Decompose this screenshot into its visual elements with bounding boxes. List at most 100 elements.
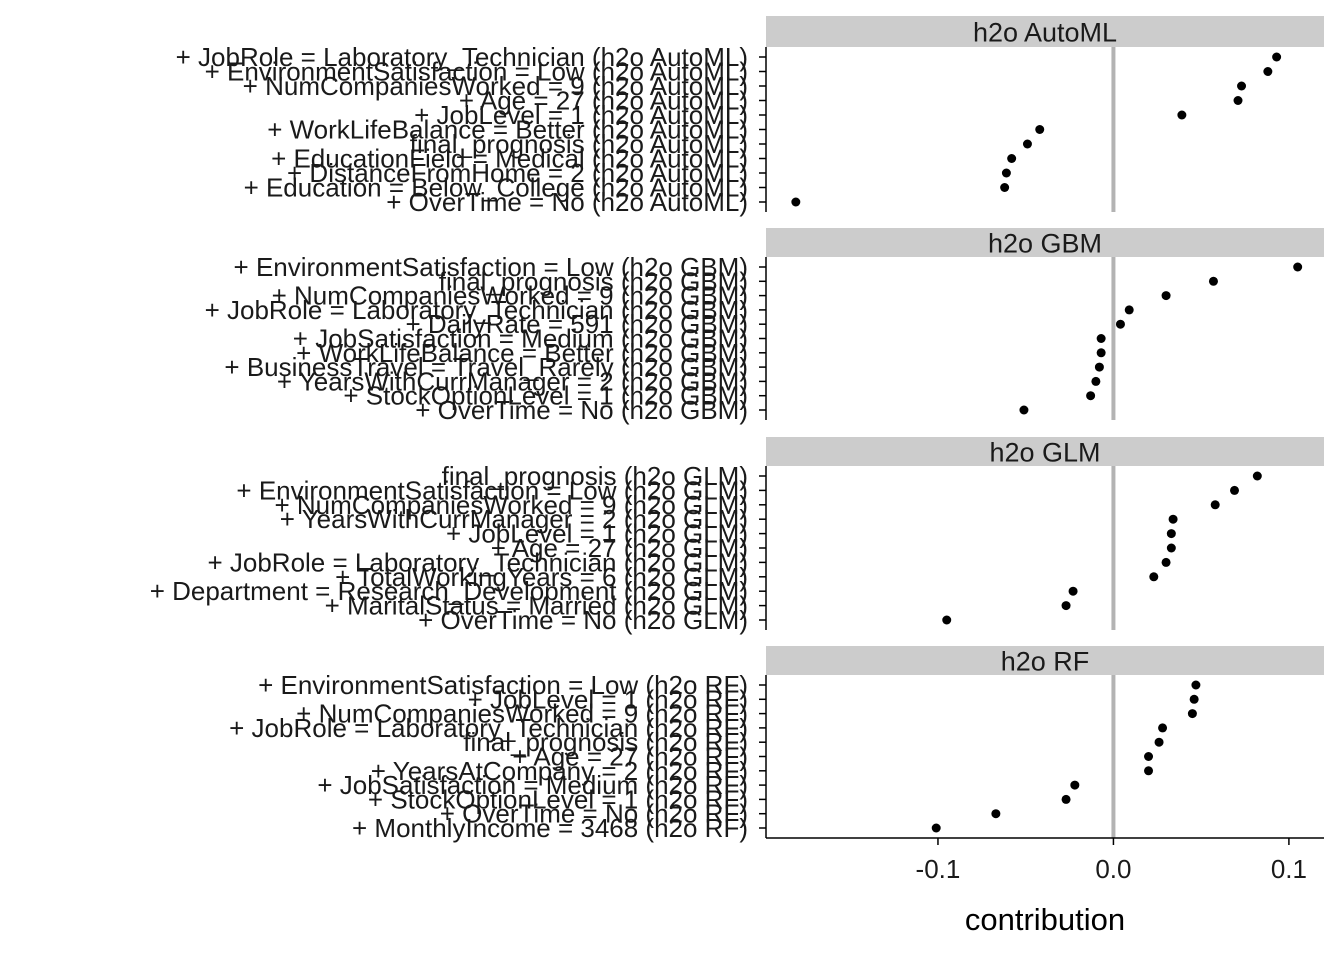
y-tick-label: + YearsWithCurrManager = 2 (h2o GBM)	[277, 366, 748, 396]
y-tick-label: final_prognosis (h2o AutoML)	[410, 129, 748, 159]
data-point	[1096, 348, 1106, 358]
data-point	[1272, 52, 1282, 62]
y-tick-label: + EnvironmentSatisfaction = Low (h2o GLM…	[236, 475, 748, 505]
y-tick-label: + DistanceFromHome = 2 (h2o AutoML)	[287, 158, 748, 188]
data-point	[1096, 334, 1106, 343]
data-point	[1168, 514, 1178, 524]
data-point	[791, 197, 801, 207]
panel-strip	[766, 228, 1324, 257]
data-point	[1068, 586, 1078, 596]
y-tick-label: + WorkLifeBalance = Better (h2o AutoML)	[267, 115, 748, 145]
y-tick-label: + OverTime = No (h2o RF)	[440, 799, 748, 829]
y-tick-label: + JobLevel = 1 (h2o RF)	[468, 684, 748, 714]
data-point	[1208, 276, 1218, 286]
panel-title: h2o GLM	[989, 438, 1100, 468]
y-tick-label: + JobLevel = 1 (h2o AutoML)	[414, 100, 748, 130]
y-tick-label: + EducationField = Medical (h2o AutoML)	[271, 144, 748, 174]
y-tick-label: + Department = Research_Development (h2o…	[150, 576, 748, 606]
y-tick-label: + Age = 27 (h2o GLM)	[491, 533, 748, 563]
data-point	[1230, 485, 1240, 495]
data-point	[942, 615, 952, 625]
data-point	[1191, 680, 1201, 690]
data-point	[1149, 572, 1159, 582]
y-tick-label: final_prognosis (h2o GBM)	[439, 266, 748, 296]
y-tick-label: final_prognosis (h2o RF)	[463, 727, 748, 757]
data-point	[1035, 125, 1045, 134]
y-tick-label: + JobSatisfaction = Medium (h2o RF)	[317, 770, 748, 800]
panel-strip	[766, 437, 1324, 466]
data-point	[1000, 183, 1010, 192]
y-tick-label: + DailyRate = 591 (h2o GBM)	[406, 309, 749, 339]
data-point	[1022, 139, 1032, 149]
y-tick-label: + NumCompaniesWorked = 9 (h2o GLM)	[275, 490, 749, 520]
data-point	[1061, 601, 1071, 611]
y-tick-label: + NumCompaniesWorked = 9 (h2o GBM)	[272, 281, 748, 311]
x-tick-label: 0.0	[1095, 854, 1131, 884]
data-point	[1001, 168, 1011, 178]
y-tick-label: + Age = 27 (h2o AutoML)	[459, 86, 748, 116]
data-point	[991, 809, 1001, 819]
data-point	[1144, 766, 1154, 776]
data-point	[1007, 154, 1017, 163]
y-tick-label: + JobRole = Laboratory_Technician (h2o A…	[176, 42, 748, 72]
data-point	[1124, 305, 1134, 315]
y-tick-label: + OverTime = No (h2o GBM)	[415, 395, 748, 425]
x-tick-label: 0.1	[1271, 854, 1307, 884]
y-tick-label: + JobRole = Laboratory_Technician (h2o G…	[205, 295, 748, 325]
y-tick-label: + JobRole = Laboratory_Technician (h2o G…	[207, 547, 748, 577]
data-point	[1161, 291, 1171, 301]
y-tick-label: + EnvironmentSatisfaction = Low (h2o Aut…	[205, 57, 748, 87]
data-point	[1154, 737, 1164, 747]
y-tick-label: + NumCompaniesWorked = 9 (h2o AutoML)	[243, 71, 748, 101]
y-tick-label: + StockOptionLevel = 1 (h2o GBM)	[343, 381, 748, 411]
y-tick-label: + JobRole = Laboratory_Technician (h2o R…	[229, 713, 748, 743]
data-point	[1019, 405, 1029, 415]
y-tick-label: + OverTime = No (h2o AutoML)	[386, 187, 748, 217]
y-tick-label: + WorkLifeBalance = Better (h2o GBM)	[296, 338, 748, 368]
data-point	[1210, 500, 1220, 510]
data-point	[1177, 110, 1187, 120]
x-axis-title: contribution	[965, 902, 1125, 937]
panel-title: h2o RF	[1001, 647, 1090, 677]
y-tick-label: + MonthlyIncome = 3468 (h2o RF)	[352, 813, 748, 843]
data-point	[1115, 319, 1125, 329]
y-tick-label: + TotalWorkingYears = 6 (h2o GLM)	[335, 562, 748, 592]
y-tick-label: + Education = Below_College (h2o AutoML)	[244, 173, 748, 203]
data-point	[1293, 262, 1303, 272]
data-point	[1252, 471, 1262, 481]
y-tick-label: + EnvironmentSatisfaction = Low (h2o GBM…	[234, 252, 748, 282]
y-tick-label: + BusinessTravel = Travel_Rarely (h2o GB…	[224, 352, 748, 382]
data-point	[1233, 96, 1243, 105]
data-point	[1263, 67, 1273, 76]
y-tick-label: + YearsAtCompany = 2 (h2o RF)	[371, 756, 748, 786]
data-point	[1070, 780, 1080, 790]
data-point	[1144, 752, 1154, 761]
data-point	[1158, 723, 1168, 733]
panel-strip	[766, 16, 1324, 47]
y-tick-label: + JobLevel = 1 (h2o GLM)	[446, 519, 748, 549]
panel-strip	[766, 646, 1324, 675]
data-point	[1166, 543, 1176, 553]
data-point	[1166, 529, 1176, 539]
data-point	[931, 823, 941, 833]
data-point	[1161, 557, 1171, 567]
data-point	[1086, 391, 1096, 401]
x-tick-label: -0.1	[916, 854, 961, 884]
data-point	[1094, 362, 1104, 372]
panel-title: h2o AutoML	[973, 18, 1117, 48]
y-tick-label: + YearsWithCurrManager = 2 (h2o GLM)	[280, 504, 748, 534]
y-tick-label: + EnvironmentSatisfaction = Low (h2o RF)	[258, 670, 748, 700]
y-tick-label: + MaritalStatus = Married (h2o GLM)	[325, 591, 748, 621]
panel-title: h2o GBM	[988, 229, 1102, 259]
data-point	[1237, 81, 1247, 91]
data-point	[1061, 794, 1071, 804]
y-tick-label: + Age = 27 (h2o RF)	[512, 742, 748, 772]
y-tick-label: + JobSatisfaction = Medium (h2o GBM)	[293, 324, 748, 354]
data-point	[1091, 376, 1101, 386]
data-point	[1187, 709, 1197, 719]
y-tick-label: + OverTime = No (h2o GLM)	[418, 605, 748, 635]
y-tick-label: final_prognosis (h2o GLM)	[442, 461, 748, 491]
data-point	[1189, 694, 1199, 704]
y-tick-label: + StockOptionLevel = 1 (h2o RF)	[368, 784, 748, 814]
